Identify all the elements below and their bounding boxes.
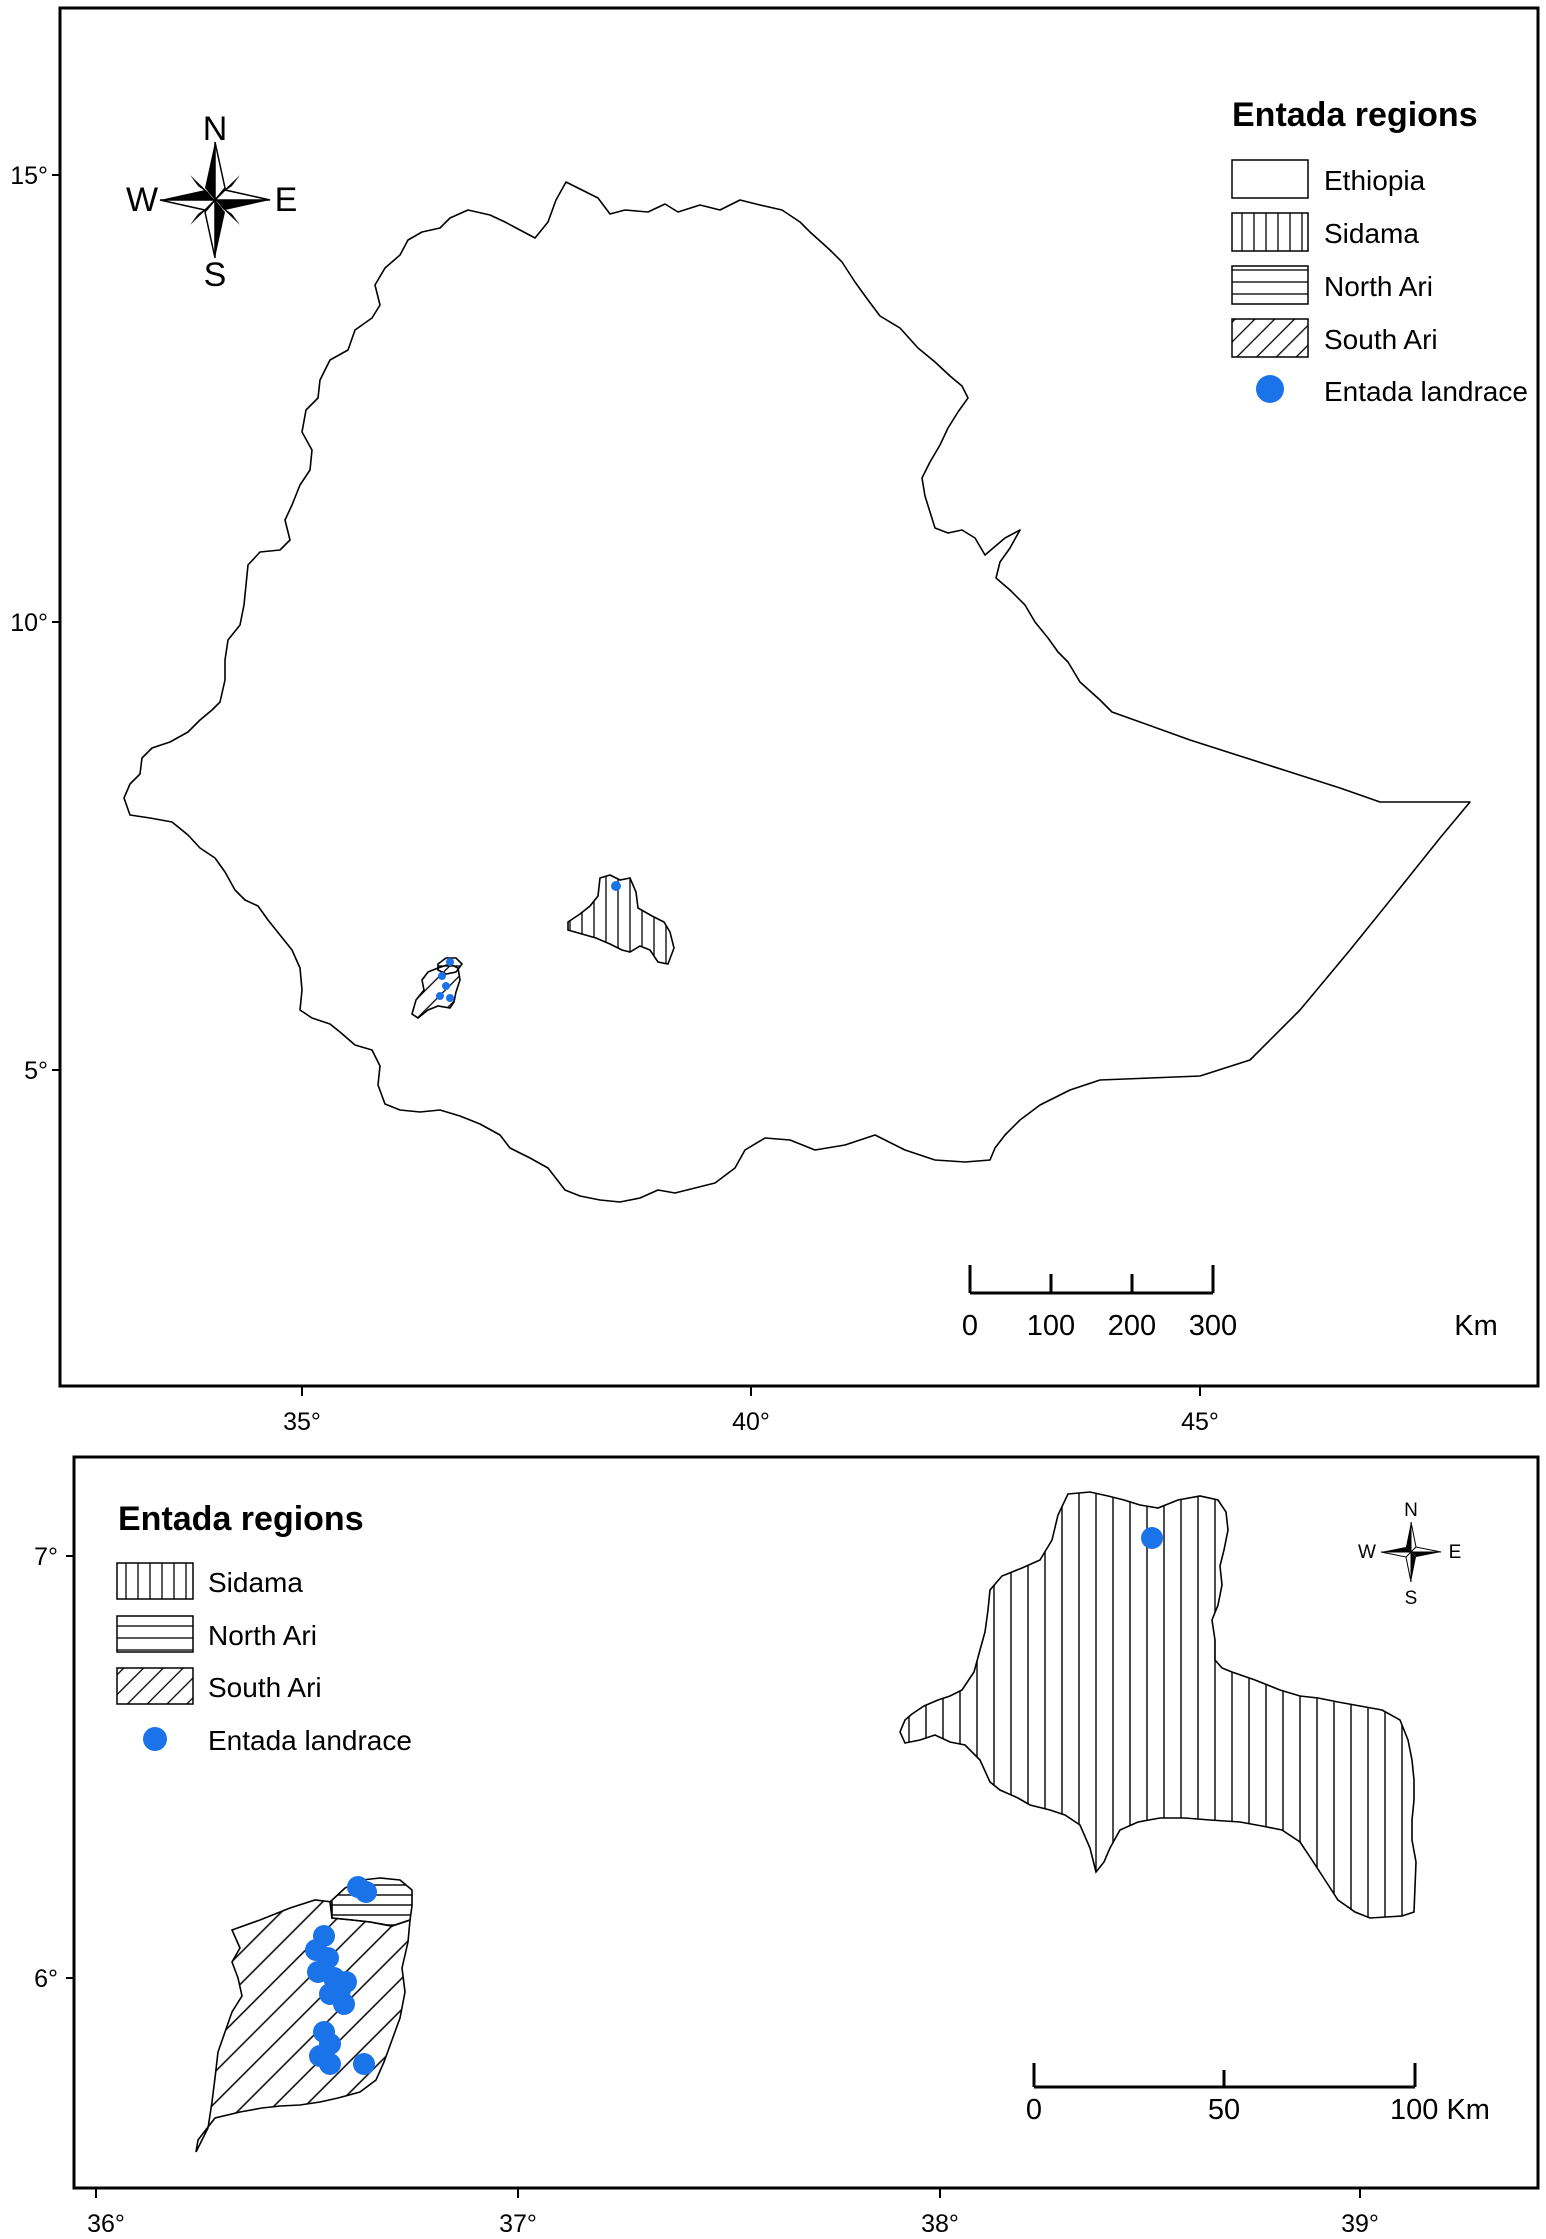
legend-swatch-north-ari bbox=[116, 1615, 194, 1653]
lat-tick-label: 7° bbox=[34, 1543, 58, 1571]
detail-lat-axis: 7° 6° bbox=[34, 1543, 74, 1993]
scale-label: 0 bbox=[962, 1310, 978, 1342]
legend-swatch-south-ari bbox=[116, 1667, 194, 1705]
overview-landrace-points bbox=[436, 881, 621, 1002]
legend-swatch-ethiopia bbox=[1231, 159, 1309, 199]
overview-scale-bar: 0 100 200 300 Km bbox=[962, 1265, 1498, 1342]
legend-swatch-south-ari bbox=[1231, 318, 1309, 358]
overview-map-frame bbox=[58, 6, 1540, 1388]
detail-map: 7° 6° 36° 37° 38° 39° bbox=[34, 1455, 1540, 2238]
legend-swatch-sidama bbox=[116, 1562, 194, 1600]
overview-compass: N S W E bbox=[126, 110, 297, 294]
legend-swatch-north-ari bbox=[1231, 265, 1309, 305]
overview-lat-axis: 15° 10° 5° bbox=[10, 162, 60, 1085]
landrace-point bbox=[355, 1881, 377, 1903]
overview-lon-axis: 35° 40° 45° bbox=[283, 1386, 1219, 1436]
lat-tick-label: 15° bbox=[10, 162, 48, 190]
lat-tick-label: 10° bbox=[10, 609, 48, 637]
legend-label: South Ari bbox=[1324, 324, 1438, 355]
scale-unit: Km bbox=[1454, 1310, 1498, 1342]
sidama-region-large bbox=[899, 1491, 1417, 1919]
ethiopia-outline bbox=[123, 181, 1471, 1203]
landrace-point bbox=[446, 994, 454, 1002]
compass-east-label: E bbox=[1449, 1542, 1462, 1563]
overview-map: 15° 10° 5° 35° 40° 45° bbox=[10, 6, 1540, 1436]
lon-tick-label: 37° bbox=[499, 2210, 537, 2238]
legend-dot-icon bbox=[143, 1727, 167, 1751]
detail-compass: N S W E bbox=[1358, 1500, 1461, 1609]
lon-tick-label: 35° bbox=[283, 1408, 321, 1436]
lon-tick-label: 38° bbox=[921, 2210, 959, 2238]
legend-label: North Ari bbox=[208, 1620, 317, 1651]
legend-label: Sidama bbox=[208, 1567, 303, 1598]
detail-landrace-points bbox=[305, 1527, 1163, 2075]
compass-north-label: N bbox=[203, 110, 228, 148]
legend-title: Entada regions bbox=[1232, 96, 1478, 134]
landrace-point bbox=[1141, 1527, 1163, 1549]
scale-label: 0 bbox=[1026, 2094, 1042, 2126]
landrace-point bbox=[319, 2053, 341, 2075]
lon-tick-label: 45° bbox=[1181, 1408, 1219, 1436]
detail-map-frame bbox=[72, 1455, 1540, 2190]
compass-west-label: W bbox=[126, 181, 158, 219]
scale-label: 200 bbox=[1108, 1310, 1156, 1342]
detail-lon-axis: 36° 37° 38° 39° bbox=[87, 2188, 1379, 2238]
scale-label: 100 Km bbox=[1390, 2094, 1490, 2126]
landrace-point bbox=[611, 881, 621, 891]
scale-label: 300 bbox=[1189, 1310, 1237, 1342]
legend-label: Entada landrace bbox=[208, 1725, 412, 1756]
overview-legend: Entada regions Ethiopia Sidama North Ari… bbox=[1231, 96, 1528, 407]
legend-dot-icon bbox=[1256, 375, 1284, 403]
compass-south-label: S bbox=[1405, 1588, 1418, 1609]
detail-legend: Entada regions Sidama North Ari South Ar… bbox=[116, 1500, 412, 1756]
legend-swatch-sidama bbox=[1231, 212, 1309, 252]
landrace-point bbox=[438, 972, 446, 980]
compass-south-label: S bbox=[204, 256, 227, 294]
legend-label: Sidama bbox=[1324, 218, 1419, 249]
compass-rose-icon bbox=[159, 141, 271, 259]
compass-north-label: N bbox=[1404, 1500, 1418, 1521]
lon-tick-label: 36° bbox=[87, 2210, 125, 2238]
landrace-point bbox=[446, 958, 454, 966]
lat-tick-label: 5° bbox=[24, 1057, 48, 1085]
compass-rose-icon bbox=[1380, 1521, 1442, 1583]
legend-label: Entada landrace bbox=[1324, 376, 1528, 407]
lat-tick-label: 6° bbox=[34, 1965, 58, 1993]
sidama-region-small bbox=[567, 874, 675, 965]
landrace-point bbox=[333, 1993, 355, 2015]
legend-label: North Ari bbox=[1324, 271, 1433, 302]
landrace-point bbox=[442, 982, 450, 990]
south-ari-region-large bbox=[195, 1899, 411, 2153]
compass-west-label: W bbox=[1358, 1542, 1376, 1563]
legend-label: South Ari bbox=[208, 1672, 322, 1703]
scale-label: 50 bbox=[1208, 2094, 1240, 2126]
lon-tick-label: 39° bbox=[1341, 2210, 1379, 2238]
detail-scale-bar: 0 50 100 Km bbox=[1026, 2063, 1490, 2126]
landrace-point bbox=[436, 992, 444, 1000]
scale-label: 100 bbox=[1027, 1310, 1075, 1342]
compass-east-label: E bbox=[275, 181, 298, 219]
legend-title: Entada regions bbox=[118, 1500, 364, 1538]
landrace-point bbox=[353, 2053, 375, 2075]
legend-label: Ethiopia bbox=[1324, 165, 1426, 196]
lon-tick-label: 40° bbox=[732, 1408, 770, 1436]
